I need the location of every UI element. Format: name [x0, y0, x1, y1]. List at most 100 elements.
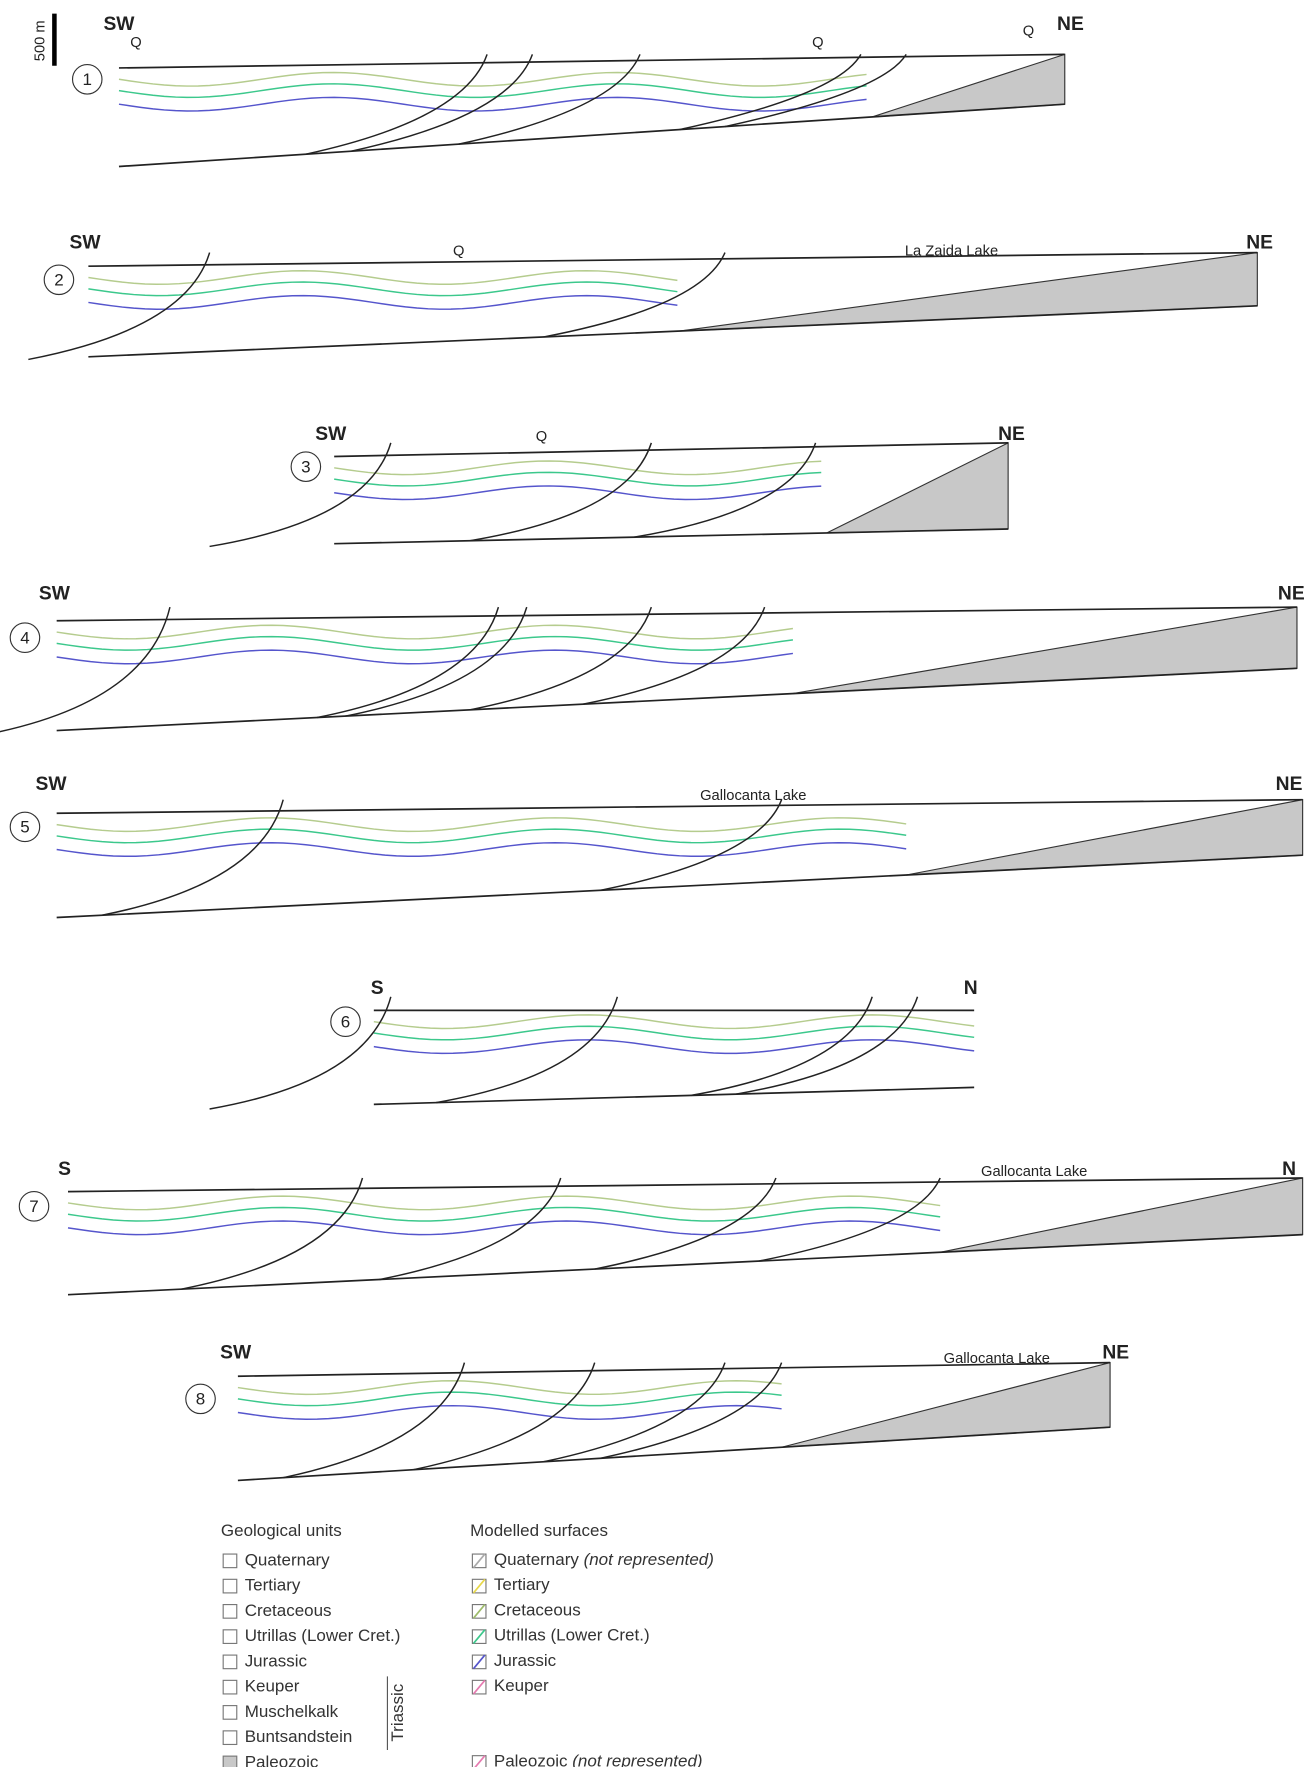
direction-left: SW [103, 14, 135, 35]
legend-item-name: Quaternary [494, 1550, 579, 1569]
legend-swatch [222, 1705, 238, 1720]
direction-right: NE [998, 424, 1025, 445]
direction-left: SW [36, 774, 68, 795]
fault [209, 996, 392, 1110]
jurassic-surface [67, 1220, 941, 1236]
section-circle [9, 811, 41, 843]
topography [56, 606, 1297, 622]
direction-right: NE [1246, 233, 1273, 254]
legend-title: Modelled surfaces [470, 1521, 608, 1540]
jurassic-surface [237, 1404, 782, 1420]
topography [88, 251, 1258, 268]
cretaceous-surface [56, 624, 794, 640]
fault [458, 54, 641, 145]
section-number: 8 [196, 1389, 205, 1408]
fault [283, 1362, 466, 1479]
direction-left: SW [69, 233, 101, 254]
section-circle [330, 1006, 361, 1037]
cretaceous-surface [334, 460, 822, 476]
legend-swatch [222, 1629, 238, 1644]
section-circle [71, 63, 103, 95]
detachment [88, 304, 1258, 358]
section-label: Q [812, 35, 823, 51]
fault [679, 54, 862, 131]
scale-label: 500 m [33, 20, 49, 61]
fault [758, 1177, 941, 1262]
topography [334, 442, 1009, 458]
fault [594, 1177, 777, 1270]
legend-item-note: (not represented) [584, 1550, 714, 1569]
fault [634, 442, 817, 538]
utrillas-surface [56, 828, 907, 844]
fault [317, 606, 500, 719]
detachment [118, 103, 1065, 168]
section-number: 1 [83, 70, 92, 89]
fault [600, 799, 783, 892]
section-number: 6 [341, 1012, 350, 1031]
fault [345, 606, 528, 717]
section-number: 2 [54, 270, 63, 289]
legend-swatch [222, 1604, 238, 1619]
fault [690, 996, 873, 1097]
section-label: Gallocanta Lake [981, 1164, 1087, 1180]
fault [543, 1362, 726, 1463]
direction-right: N [964, 978, 978, 999]
legend-item-name: Jurassic [494, 1651, 557, 1670]
fault [0, 606, 171, 733]
utrillas-surface [373, 1025, 975, 1041]
legend-item-name: Cretaceous [494, 1601, 581, 1620]
section-circle [9, 622, 41, 653]
section-circle [185, 1383, 216, 1415]
legend-swatch [222, 1755, 238, 1771]
cretaceous-surface [88, 269, 678, 286]
section-label: Q [453, 243, 464, 259]
legend-swatch-line [472, 1578, 486, 1594]
direction-left: SW [220, 1343, 252, 1364]
direction-right: NE [1102, 1343, 1129, 1364]
section-label: Gallocanta Lake [700, 788, 806, 804]
legend-swatch [222, 1679, 238, 1695]
legend-group: Triassic [388, 1683, 407, 1741]
section-label: Q [536, 429, 547, 445]
legend-item: Paleozoic [245, 1752, 319, 1767]
detachment [237, 1426, 1111, 1482]
legend-swatch-line [472, 1553, 486, 1569]
jurassic-surface [373, 1039, 975, 1055]
section-number: 7 [29, 1197, 38, 1216]
cretaceous-surface [118, 71, 867, 87]
legend-item: Jurassic [494, 1651, 557, 1670]
legend-item: Utrillas (Lower Cret.) [245, 1626, 401, 1645]
fault [413, 1362, 596, 1471]
fault [305, 54, 488, 155]
paleozoic [826, 441, 1009, 534]
fault [469, 606, 653, 711]
legend-swatch-line [472, 1679, 486, 1695]
section-label: Q [1023, 24, 1034, 40]
legend-item-name: Tertiary [494, 1576, 550, 1595]
fault [181, 1177, 364, 1290]
direction-right: NE [1278, 584, 1305, 605]
legend-swatch [222, 1730, 238, 1746]
direction-left: SW [315, 424, 347, 445]
fault [209, 442, 392, 548]
topography [67, 1177, 1303, 1193]
legend-title: Geological units [221, 1521, 342, 1540]
legend-swatch-line [472, 1604, 486, 1619]
utrillas-surface [118, 83, 867, 99]
legend-item: Tertiary [494, 1576, 550, 1595]
cretaceous-surface [56, 817, 907, 833]
utrillas-surface [88, 281, 678, 297]
fault [351, 54, 534, 152]
legend-item: Quaternary [245, 1550, 330, 1569]
topography [118, 53, 1065, 69]
fault [379, 1177, 562, 1281]
legend-item: Tertiary [245, 1576, 301, 1595]
utrillas-surface [67, 1206, 941, 1222]
legend-swatch-line [472, 1629, 486, 1644]
legend-item: Buntsandstein [245, 1727, 353, 1746]
direction-left: SW [39, 584, 71, 605]
utrillas-surface [56, 635, 794, 651]
utrillas-surface [237, 1391, 782, 1407]
direction-left: S [58, 1159, 71, 1180]
